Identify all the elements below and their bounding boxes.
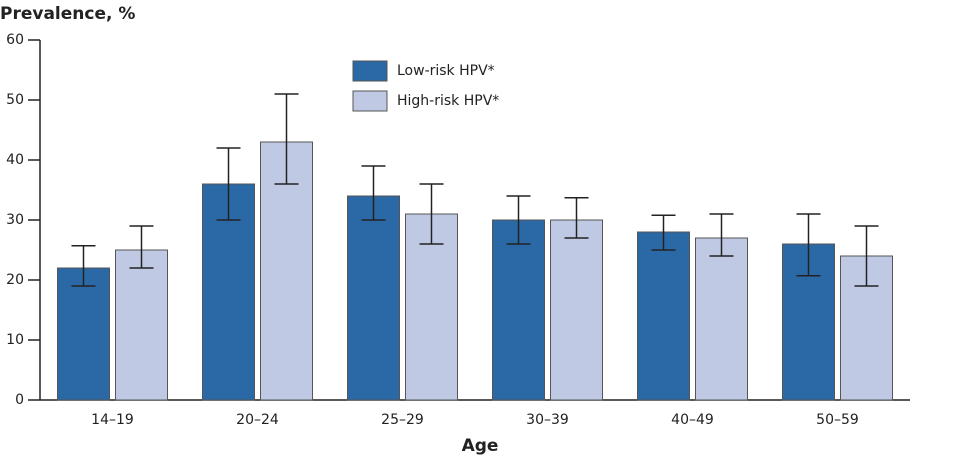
bar (57, 267, 110, 401)
y-tick-label: 20 (6, 272, 24, 288)
error-bar (796, 213, 821, 277)
y-tick-label: 60 (6, 32, 24, 48)
error-bar (71, 245, 96, 287)
x-tick-label: 30–39 (526, 412, 569, 428)
error-bar (506, 195, 531, 245)
y-tick-label: 50 (6, 92, 24, 108)
bar (492, 219, 545, 401)
error-bar (651, 214, 676, 251)
legend-label: Low-risk HPV* (397, 63, 495, 79)
error-bar (419, 183, 444, 245)
x-tick-label: 40–49 (671, 412, 714, 428)
bar (550, 219, 603, 401)
legend-label: High-risk HPV* (397, 93, 499, 109)
error-bar (564, 197, 589, 239)
error-bar (709, 213, 734, 257)
error-bar (274, 93, 299, 185)
y-tick-label: 10 (6, 332, 24, 348)
error-bar (129, 225, 154, 269)
error-bar (216, 147, 241, 221)
y-axis-label: Prevalence, % (0, 4, 135, 24)
legend-swatch (352, 60, 388, 82)
bar (637, 231, 690, 401)
x-tick-label: 14–19 (91, 412, 134, 428)
bar (115, 249, 168, 401)
bar (347, 195, 400, 401)
error-bar (854, 225, 879, 287)
x-axis-label: Age (462, 436, 499, 456)
bar (695, 237, 748, 401)
x-tick-label: 50–59 (816, 412, 859, 428)
x-tick-label: 20–24 (236, 412, 279, 428)
y-tick-label: 0 (15, 392, 24, 408)
y-tick-label: 40 (6, 152, 24, 168)
legend-swatch (352, 90, 388, 112)
x-tick-label: 25–29 (381, 412, 424, 428)
error-bar (361, 165, 386, 221)
y-tick-label: 30 (6, 212, 24, 228)
